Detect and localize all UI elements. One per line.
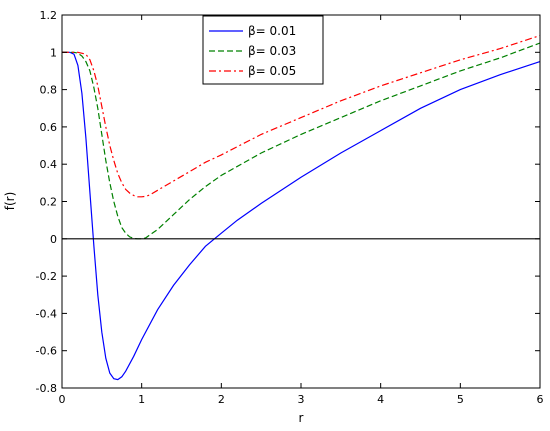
legend-label-3: β= 0.05	[248, 64, 296, 78]
x-tick-label: 2	[218, 393, 225, 406]
x-tick-label: 5	[457, 393, 464, 406]
x-axis-label: r	[299, 411, 304, 425]
legend-box	[202, 15, 324, 85]
legend-label-1: β= 0.01	[248, 24, 296, 38]
y-tick-label: 0.2	[40, 196, 58, 209]
x-tick-label: 3	[298, 393, 305, 406]
y-tick-label: -0.4	[36, 307, 57, 320]
y-tick-label: 0.6	[40, 121, 58, 134]
x-tick-label: 6	[537, 393, 544, 406]
series-line-1	[62, 51, 541, 381]
ticks-layer: 0 1 2 3 4 5 6 -0.8 -0.6 -0.4 -0.2 0 0.2 0.4 0.6 0.8 1 1.2	[36, 9, 544, 406]
legend: β= 0.01 β= 0.03 β= 0.05	[202, 15, 324, 85]
y-tick-label: 0.4	[40, 158, 58, 171]
y-tick-label: 1	[50, 46, 57, 59]
legend-items: β= 0.01 β= 0.03 β= 0.05	[209, 24, 296, 78]
y-tick-label: -0.2	[36, 270, 57, 283]
series-line-3	[62, 34, 541, 198]
y-tick-label: 0	[50, 233, 57, 246]
y-axis-label: f(r)	[3, 192, 17, 211]
y-tick-label: 0.8	[40, 84, 58, 97]
legend-label-2: β= 0.03	[248, 44, 296, 58]
x-tick-label: 1	[138, 393, 145, 406]
x-tick-label: 0	[59, 393, 66, 406]
y-tick-label: -0.6	[36, 345, 57, 358]
y-tick-label: -0.8	[36, 382, 57, 395]
x-tick-label: 4	[377, 393, 384, 406]
y-tick-label: 1.2	[40, 9, 58, 22]
